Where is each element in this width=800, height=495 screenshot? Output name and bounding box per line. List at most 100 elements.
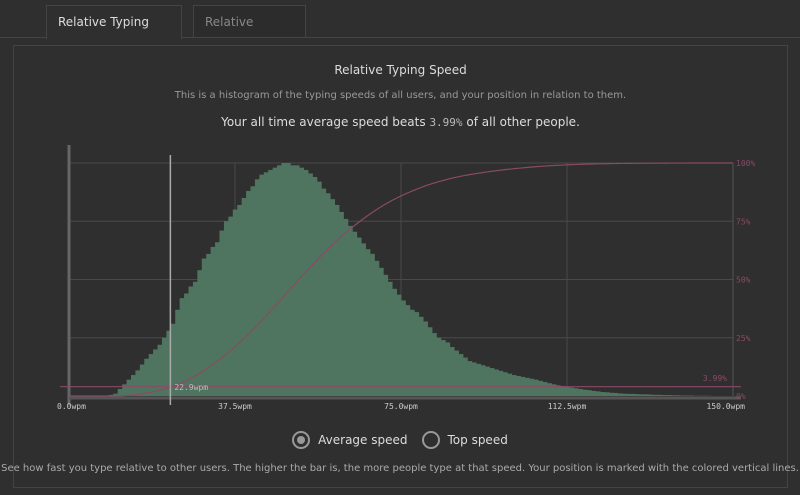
histogram-bar [622,393,628,396]
histogram-bar [117,389,123,396]
histogram-bar [330,199,335,396]
histogram-bar [343,218,349,396]
histogram-bar [232,209,238,396]
histogram-bar [489,368,495,396]
histogram-bar [538,380,544,396]
y2-tick-label: 100% [736,159,755,168]
histogram-bar [122,384,127,396]
histogram-bar [215,242,220,396]
histogram-bar [113,393,119,396]
histogram-bar [476,363,482,396]
histogram-bar [374,260,380,396]
histogram-bar [511,375,517,396]
histogram-bar [653,394,659,396]
histogram-bar [179,298,185,396]
histogram-bar [431,333,437,396]
histogram-bar [259,174,265,396]
histogram-bar [555,385,561,396]
y2-tick-label: 50% [736,276,751,285]
histogram-bar [604,392,610,396]
histogram-bar [370,253,375,396]
histogram-bar [418,316,424,396]
histogram-bar [462,357,468,396]
radio-top-speed[interactable]: Top speed [421,431,508,449]
y2-tick-label: 0% [736,392,746,401]
histogram-bar [157,344,163,396]
histogram-bar [352,231,358,396]
histogram-bar [263,172,269,396]
histogram-bar [303,169,309,396]
histogram-bar [184,293,189,396]
histogram-bar [485,366,490,396]
histogram-bar [392,288,397,396]
histogram-bar [347,225,353,396]
histogram-bar [401,300,406,396]
radio-label: Top speed [447,433,508,447]
histogram-bar [396,294,402,396]
speed-mode-radio-group: Average speed Top speed [0,431,800,449]
x-tick-label: 75.0wpm [384,402,418,411]
histogram-bar [414,312,420,396]
radio-average-speed[interactable]: Average speed [292,431,408,449]
histogram-bar [268,169,274,396]
histogram-bar [210,246,216,396]
histogram-bar [467,361,473,396]
histogram-bar [361,243,366,396]
histogram-bar [569,387,575,396]
histogram-bar [166,330,172,396]
histogram-bar [223,221,229,396]
histogram-bar [578,389,583,396]
x-tick-label: 112.5wpm [548,402,587,411]
histogram-bar [334,204,340,396]
histogram-bar [560,385,566,396]
radio-selected-icon[interactable] [292,431,311,449]
histogram-bar [316,181,322,396]
histogram-bar [542,382,548,396]
histogram-bar [325,193,331,396]
histogram-bar [573,388,579,396]
histogram-bar [533,379,539,396]
histogram-bar [445,342,451,396]
histogram-bar [471,362,477,396]
histogram-bar [250,186,256,396]
histogram-bar [135,370,141,396]
histogram-bar [564,386,570,396]
histogram-bar [188,286,194,396]
percentile-summary: Your all time average speed beats 3.99% … [14,115,787,129]
histogram-bar [228,216,234,396]
histogram-bar [454,350,459,396]
histogram-bar [383,274,389,396]
histogram-bar [595,391,601,396]
histogram-bar [365,249,371,396]
histogram-bar [237,204,243,396]
y2-tick-label: 25% [736,334,751,343]
histogram-bar [308,173,313,396]
percentile-marker-label: 3.99% [703,374,727,383]
histogram-bar [206,253,212,396]
histogram-bar [657,394,663,396]
histogram-bar [547,383,552,396]
histogram-bar [675,395,681,396]
histogram-bar [427,327,433,396]
histogram-bar [272,167,278,396]
histogram-bar [339,211,344,396]
histogram-bar [144,358,150,396]
histogram-bar [671,395,676,396]
histogram-bar [290,165,296,396]
radio-unselected-icon[interactable] [421,431,440,449]
histogram-bar [153,349,158,396]
histogram-bar [246,190,251,396]
histogram-bar [613,392,619,396]
histogram-bar [493,369,499,396]
histogram-bar [378,267,384,396]
histogram-bar [640,394,645,396]
histogram-bar [130,375,136,396]
histogram-bar [170,323,176,396]
tab-relative-typing-speed[interactable]: Relative Typing Speed [46,5,182,61]
histogram-bar [321,188,327,396]
x-tick-label: 0.0wpm [57,402,86,411]
histogram-bar [631,393,637,396]
histogram-bar [529,378,535,396]
histogram-bar [219,230,225,396]
histogram-bar [436,337,442,396]
